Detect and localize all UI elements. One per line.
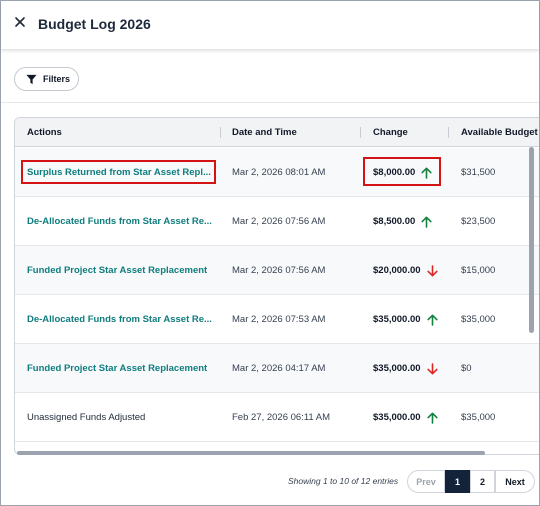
table-row: Unassigned Funds Adjusted Feb 27, 2026 06… [15, 393, 539, 442]
change-amount: $35,000.00 [373, 363, 421, 374]
column-header-date-time[interactable]: Date and Time [232, 127, 297, 138]
table-row: Surplus Returned from Star Asset Repl...… [15, 148, 539, 197]
budget-log-table: Actions Date and Time Change Available B… [14, 117, 539, 455]
table-row: De-Allocated Funds from Star Asset Re...… [15, 295, 539, 344]
cell-change: $35,000.00 [373, 295, 438, 344]
cell-action: De-Allocated Funds from Star Asset Re... [27, 295, 212, 344]
cell-change: $8,500.00 [373, 197, 432, 246]
panel-header: Budget Log 2026 [1, 1, 539, 49]
cell-available-budget: $0 [461, 363, 472, 374]
arrow-up-icon [421, 167, 432, 179]
table-row: De-Allocated Funds from Star Asset Re...… [15, 197, 539, 246]
cell-change: $8,000.00 [373, 148, 432, 197]
action-link[interactable]: Surplus Returned from Star Asset Repl... [27, 167, 211, 178]
table-header: Actions Date and Time Change Available B… [15, 118, 539, 147]
filters-label: Filters [43, 74, 71, 84]
table-row: Funded Project Star Asset Replacement Mar… [15, 344, 539, 393]
change-amount: $20,000.00 [373, 265, 421, 276]
column-header-available-budget[interactable]: Available Budget [461, 127, 538, 138]
highlight-action-box [21, 160, 216, 184]
cell-action: De-Allocated Funds from Star Asset Re... [27, 197, 212, 246]
close-button[interactable] [12, 14, 28, 30]
cell-action: Funded Project Star Asset Replacement [27, 344, 207, 393]
change-amount: $35,000.00 [373, 412, 421, 423]
filter-icon [26, 74, 37, 84]
arrow-up-icon [426, 314, 438, 326]
cell-available-budget: $35,000 [461, 314, 496, 325]
horizontal-scrollbar[interactable] [17, 451, 485, 455]
action-text: Unassigned Funds Adjusted [27, 412, 146, 423]
cell-change: $35,000.00 [373, 393, 438, 442]
close-icon [15, 17, 25, 27]
column-header-change[interactable]: Change [373, 127, 408, 138]
cell-datetime: Mar 2, 2026 07:56 AM [232, 216, 326, 227]
arrow-up-icon [426, 412, 438, 424]
pagination-next-button[interactable]: Next [495, 470, 535, 493]
action-link[interactable]: Funded Project Star Asset Replacement [27, 363, 208, 374]
highlight-change-box [363, 157, 441, 186]
cell-datetime: Mar 2, 2026 08:01 AM [232, 167, 326, 178]
column-separator [448, 127, 449, 138]
table-row: Funded Project Star Asset Replacement Mar… [15, 246, 539, 295]
change-amount: $8,500.00 [373, 216, 416, 227]
entries-info: Showing 1 to 10 of 12 entries [288, 476, 399, 486]
pagination-prev-button[interactable]: Prev [407, 470, 445, 493]
vertical-scrollbar[interactable] [529, 147, 534, 333]
cell-action: Surplus Returned from Star Asset Repl... [27, 148, 211, 197]
cell-datetime: Mar 2, 2026 04:17 AM [232, 363, 326, 374]
arrow-down-icon [426, 264, 438, 276]
pagination-page-1[interactable]: 1 [445, 470, 470, 493]
pagination-page-2[interactable]: 2 [470, 470, 495, 493]
column-separator [360, 127, 361, 138]
column-header-actions[interactable]: Actions [27, 127, 62, 138]
cell-change: $20,000.00 [373, 246, 438, 295]
cell-datetime: Mar 2, 2026 07:56 AM [232, 265, 326, 276]
cell-available-budget: $31,500 [461, 167, 496, 178]
cell-change: $35,000.00 [373, 344, 438, 393]
cell-action: Unassigned Funds Adjusted [27, 393, 145, 442]
arrow-down-icon [426, 362, 438, 374]
change-amount: $35,000.00 [373, 314, 421, 325]
change-amount: $8,000.00 [373, 167, 416, 178]
cell-datetime: Feb 27, 2026 06:11 AM [232, 412, 331, 423]
filters-button[interactable]: Filters [14, 67, 79, 91]
page-title: Budget Log 2026 [38, 16, 151, 32]
action-link[interactable]: De-Allocated Funds from Star Asset Re... [27, 314, 212, 325]
cell-available-budget: $15,000 [461, 265, 496, 276]
action-link[interactable]: De-Allocated Funds from Star Asset Re... [27, 216, 212, 227]
cell-available-budget: $23,500 [461, 216, 496, 227]
action-link[interactable]: Funded Project Star Asset Replacement [27, 265, 208, 276]
column-separator [220, 127, 221, 138]
cell-available-budget: $35,000 [461, 412, 496, 423]
cell-action: Funded Project Star Asset Replacement [27, 246, 207, 295]
cell-datetime: Mar 2, 2026 07:53 AM [232, 314, 326, 325]
divider [1, 102, 539, 103]
arrow-up-icon [421, 216, 432, 228]
